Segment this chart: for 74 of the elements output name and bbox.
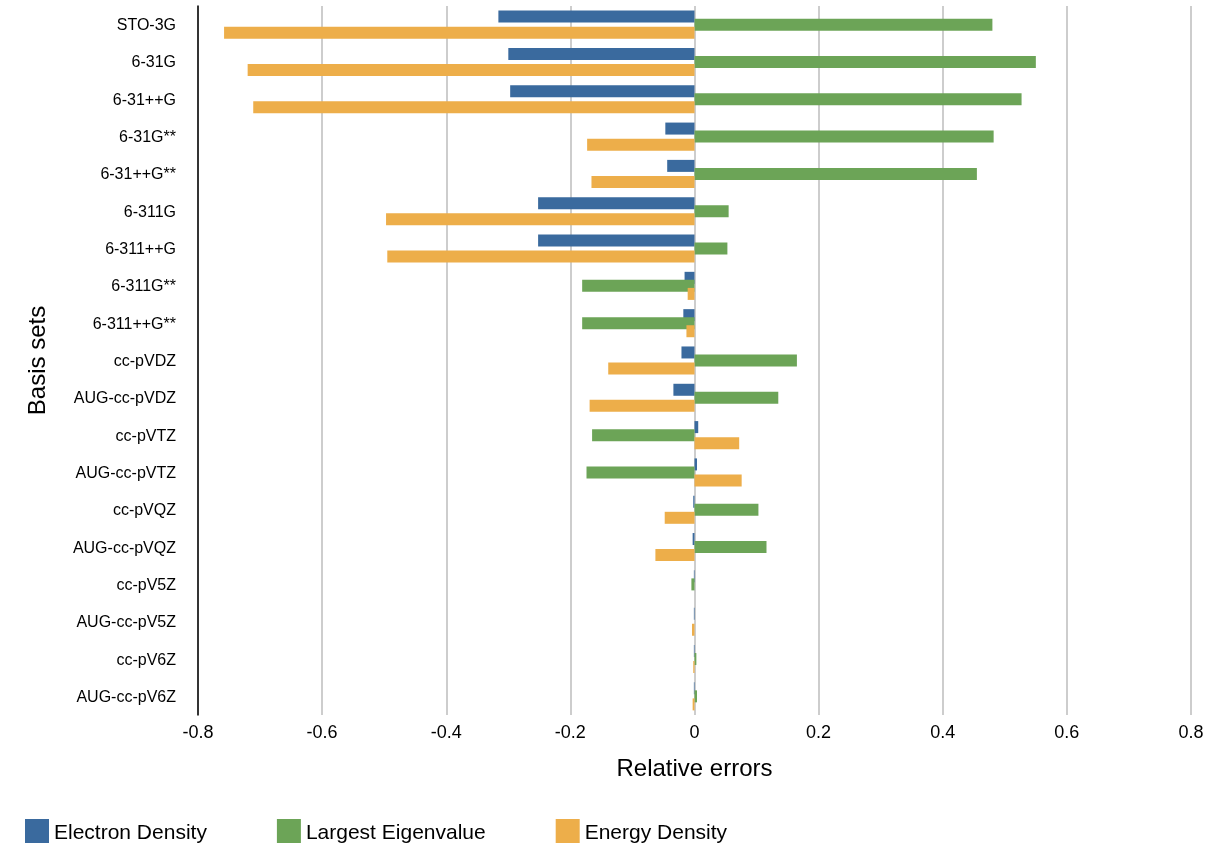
bar — [694, 391, 779, 404]
bar — [694, 354, 797, 367]
x-tick-label: -0.2 — [554, 722, 586, 742]
bar — [665, 122, 695, 135]
x-tick-label: -0.6 — [306, 722, 338, 742]
bar — [673, 383, 695, 396]
legend-label: Largest Eigenvalue — [305, 819, 486, 843]
bar — [664, 511, 695, 524]
y-tick-label: AUG-cc-pVTZ — [75, 463, 177, 481]
bar — [538, 234, 695, 247]
bar — [694, 55, 1036, 68]
bar — [387, 250, 695, 263]
bar — [694, 474, 742, 487]
bar — [694, 93, 1022, 106]
bar — [586, 466, 695, 479]
x-tick-label: 0.8 — [1178, 722, 1204, 742]
y-tick-label: AUG-cc-pV5Z — [76, 613, 177, 631]
y-tick-label: 6-31G — [131, 53, 176, 71]
bar — [386, 213, 695, 226]
y-tick-label: AUG-cc-pV6Z — [76, 687, 177, 705]
bar — [587, 138, 695, 151]
x-tick-label: -0.4 — [430, 722, 462, 742]
bar — [589, 399, 695, 412]
bar — [508, 47, 695, 60]
y-tick-label: cc-pVTZ — [115, 426, 177, 444]
y-tick-label: 6-311G — [123, 202, 176, 220]
bar — [694, 167, 977, 180]
bar — [692, 623, 695, 636]
bar — [691, 578, 695, 591]
bar — [510, 85, 695, 98]
x-tick-label: 0 — [689, 722, 700, 742]
y-tick-label: cc-pVDZ — [113, 352, 177, 369]
bar — [687, 287, 695, 300]
bar — [224, 26, 695, 39]
bar — [247, 64, 695, 77]
y-tick-label: 6-31++G — [112, 90, 176, 108]
legend-label: Energy Density — [584, 819, 728, 843]
y-axis-title: Basis sets — [22, 305, 50, 416]
y-tick-label: AUG-cc-pVDZ — [73, 389, 177, 407]
bar — [694, 541, 767, 554]
bar — [686, 325, 695, 338]
legend-label: Electron Density — [54, 819, 208, 843]
bar — [694, 130, 994, 143]
y-tick-label: 6-311++G — [105, 240, 176, 258]
y-tick-label: AUG-cc-pVQZ — [72, 538, 177, 556]
bar — [592, 429, 695, 442]
bar — [694, 503, 759, 516]
bar — [498, 10, 695, 23]
bar — [582, 279, 695, 292]
bar — [655, 549, 695, 562]
bar — [608, 362, 695, 375]
bar — [667, 159, 695, 172]
x-axis-title: Relative errors — [616, 753, 773, 781]
y-tick-label: cc-pVQZ — [112, 501, 177, 519]
y-tick-label: 6-31++G** — [100, 165, 176, 183]
bar — [694, 242, 728, 255]
x-tick-label: 0.6 — [1054, 722, 1080, 742]
x-tick-label: 0.4 — [930, 722, 956, 742]
bar — [591, 175, 695, 188]
y-tick-label: cc-pV6Z — [116, 650, 177, 668]
bar — [694, 205, 729, 218]
y-tick-label: STO-3G — [116, 16, 176, 34]
bar — [538, 197, 695, 210]
y-tick-label: 6-311G** — [111, 277, 176, 295]
bar — [694, 18, 993, 31]
y-tick-label: cc-pV5Z — [116, 575, 177, 593]
bar — [694, 437, 740, 450]
x-tick-label: 0.2 — [806, 722, 832, 742]
y-tick-label: 6-311++G** — [92, 314, 176, 332]
bar — [681, 346, 695, 359]
bar — [582, 317, 695, 330]
y-tick-label: 6-31G** — [119, 128, 176, 146]
bar — [253, 101, 695, 114]
x-tick-label: -0.8 — [182, 722, 214, 742]
